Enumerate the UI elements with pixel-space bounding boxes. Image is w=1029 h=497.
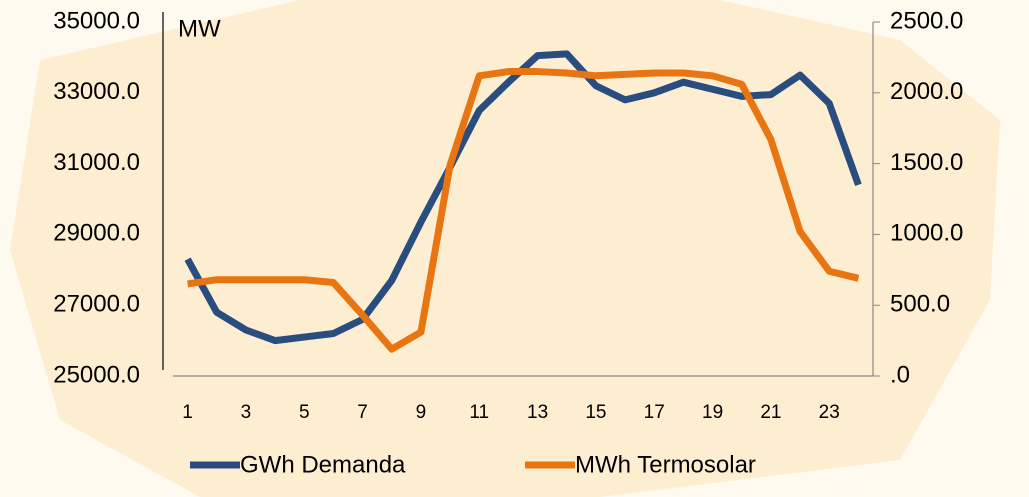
x-tick-label: 17 xyxy=(644,402,665,423)
y2-tick-label: .0 xyxy=(890,361,910,388)
y-tick-label: 27000.0 xyxy=(53,291,140,318)
legend-label: GWh Demanda xyxy=(240,451,406,478)
y2-tick-label: 1000.0 xyxy=(890,220,963,247)
y-tick-label: 31000.0 xyxy=(53,149,140,176)
y-tick-label: 29000.0 xyxy=(53,220,140,247)
x-tick-label: 5 xyxy=(299,402,310,423)
x-tick-label: 11 xyxy=(469,402,489,423)
x-tick-label: 1 xyxy=(182,402,193,423)
y2-tick-label: 2000.0 xyxy=(890,78,963,105)
y-tick-label: 25000.0 xyxy=(53,361,140,388)
x-tick-label: 3 xyxy=(241,402,252,423)
x-tick-label: 19 xyxy=(702,402,723,423)
legend-label: MWh Termosolar xyxy=(575,451,756,478)
background-map xyxy=(10,0,1000,497)
x-tick-label: 13 xyxy=(527,402,548,423)
y2-tick-label: 500.0 xyxy=(890,291,950,318)
x-tick-label: 9 xyxy=(416,402,427,423)
y-tick-label: 35000.0 xyxy=(53,7,140,34)
x-tick-label: 7 xyxy=(357,402,368,423)
y2-tick-label: 1500.0 xyxy=(890,149,963,176)
x-tick-label: 21 xyxy=(760,402,781,423)
x-tick-label: 15 xyxy=(585,402,606,423)
y-axis-unit: MW xyxy=(178,15,221,42)
y2-tick-label: 2500.0 xyxy=(890,7,963,34)
x-tick-label: 23 xyxy=(819,402,840,423)
y-tick-label: 33000.0 xyxy=(53,78,140,105)
series-line xyxy=(187,68,860,353)
